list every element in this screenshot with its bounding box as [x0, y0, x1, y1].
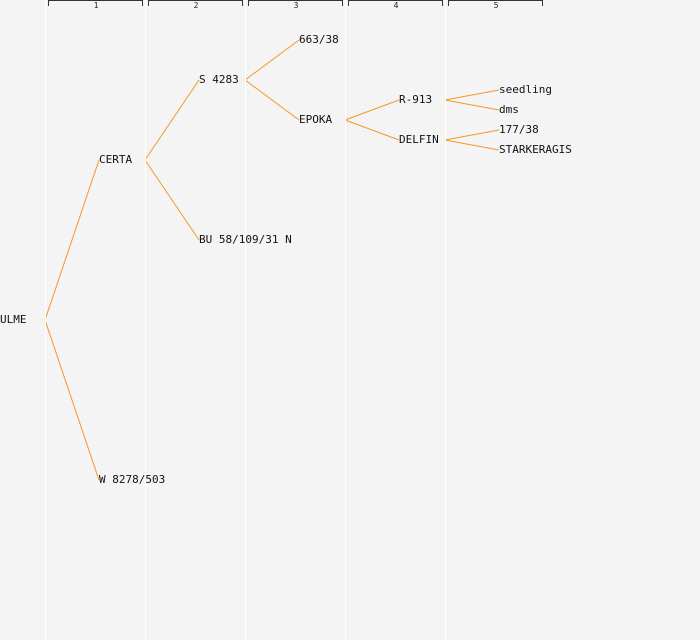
pedigree-node-177-38[interactable]: 177/38	[499, 123, 539, 136]
generation-header-bracket	[248, 0, 343, 6]
edge-certa-to-bu-58-109-31-n	[144, 159, 200, 241]
pedigree-node-bu-58-109-31-n[interactable]: BU 58/109/31 N	[199, 233, 292, 246]
generation-divider	[245, 0, 246, 640]
generation-number: 4	[393, 1, 399, 10]
pedigree-node-663-38[interactable]: 663/38	[299, 33, 339, 46]
generation-divider	[45, 0, 46, 640]
generation-divider	[145, 0, 146, 640]
edge-ulme-to-certa	[44, 159, 100, 321]
generation-number: 5	[493, 1, 499, 10]
edge-s-4283-to-epoka	[244, 79, 300, 121]
pedigree-node-s-4283[interactable]: S 4283	[199, 73, 239, 86]
pedigree-node-starkeragis[interactable]: STARKERAGIS	[499, 143, 572, 156]
pedigree-node-w-8278-503[interactable]: W 8278/503	[99, 473, 166, 486]
generation-divider	[445, 0, 446, 640]
pedigree-node-certa[interactable]: CERTA	[99, 153, 133, 166]
pedigree-node-epoka[interactable]: EPOKA	[299, 113, 333, 126]
edge-s-4283-to-663-38	[244, 39, 300, 81]
edge-epoka-to-delfin	[344, 119, 400, 141]
edge-epoka-to-r-913	[344, 99, 400, 121]
pedigree-node-dms[interactable]: dms	[499, 103, 519, 116]
edge-r-913-to-dms	[444, 99, 500, 111]
generation-header-bracket	[348, 0, 443, 6]
pedigree-node-ulme[interactable]: ULME	[0, 313, 27, 326]
generation-divider	[345, 0, 346, 640]
edge-ulme-to-w-8278-503	[44, 319, 100, 481]
edge-delfin-to-starkeragis	[444, 139, 500, 151]
generation-header-bracket	[448, 0, 543, 6]
generation-header-bracket	[48, 0, 143, 6]
generation-number: 1	[93, 1, 99, 10]
generation-number: 3	[293, 1, 299, 10]
pedigree-node-r-913[interactable]: R-913	[399, 93, 433, 106]
pedigree-node-seedling[interactable]: seedling	[499, 83, 552, 96]
edge-r-913-to-seedling	[444, 89, 500, 101]
generation-header-bracket	[148, 0, 243, 6]
edge-delfin-to-177-38	[444, 129, 500, 141]
edge-certa-to-s-4283	[144, 79, 200, 161]
generation-number: 2	[193, 1, 199, 10]
pedigree-node-delfin[interactable]: DELFIN	[399, 133, 439, 146]
